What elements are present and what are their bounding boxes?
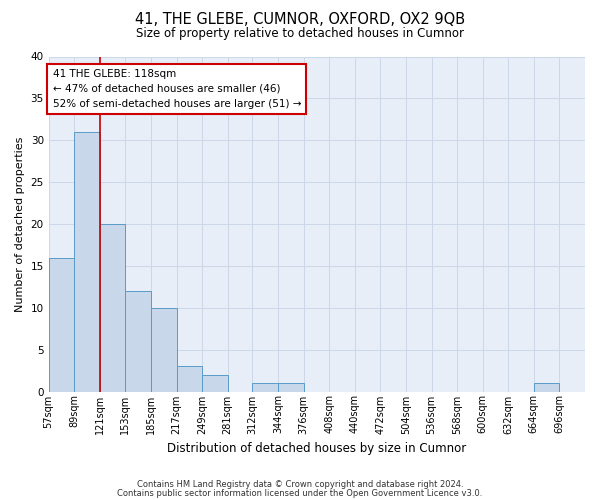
Bar (49, 258, 74, 392)
Y-axis label: Number of detached properties: Number of detached properties (15, 136, 25, 312)
X-axis label: Distribution of detached houses by size in Cumnor: Distribution of detached houses by size … (167, 442, 466, 455)
Bar (151, 308, 176, 392)
Bar (74, 132, 100, 392)
Bar (202, 375, 228, 392)
Bar (534, 383, 559, 392)
Text: Size of property relative to detached houses in Cumnor: Size of property relative to detached ho… (136, 28, 464, 40)
Bar (278, 383, 304, 392)
Text: 41 THE GLEBE: 118sqm
← 47% of detached houses are smaller (46)
52% of semi-detac: 41 THE GLEBE: 118sqm ← 47% of detached h… (53, 69, 301, 108)
Bar (176, 366, 202, 392)
Bar (125, 291, 151, 392)
Text: Contains public sector information licensed under the Open Government Licence v3: Contains public sector information licen… (118, 488, 482, 498)
Bar (253, 383, 278, 392)
Text: Contains HM Land Registry data © Crown copyright and database right 2024.: Contains HM Land Registry data © Crown c… (137, 480, 463, 489)
Bar (100, 224, 125, 392)
Text: 41, THE GLEBE, CUMNOR, OXFORD, OX2 9QB: 41, THE GLEBE, CUMNOR, OXFORD, OX2 9QB (135, 12, 465, 28)
